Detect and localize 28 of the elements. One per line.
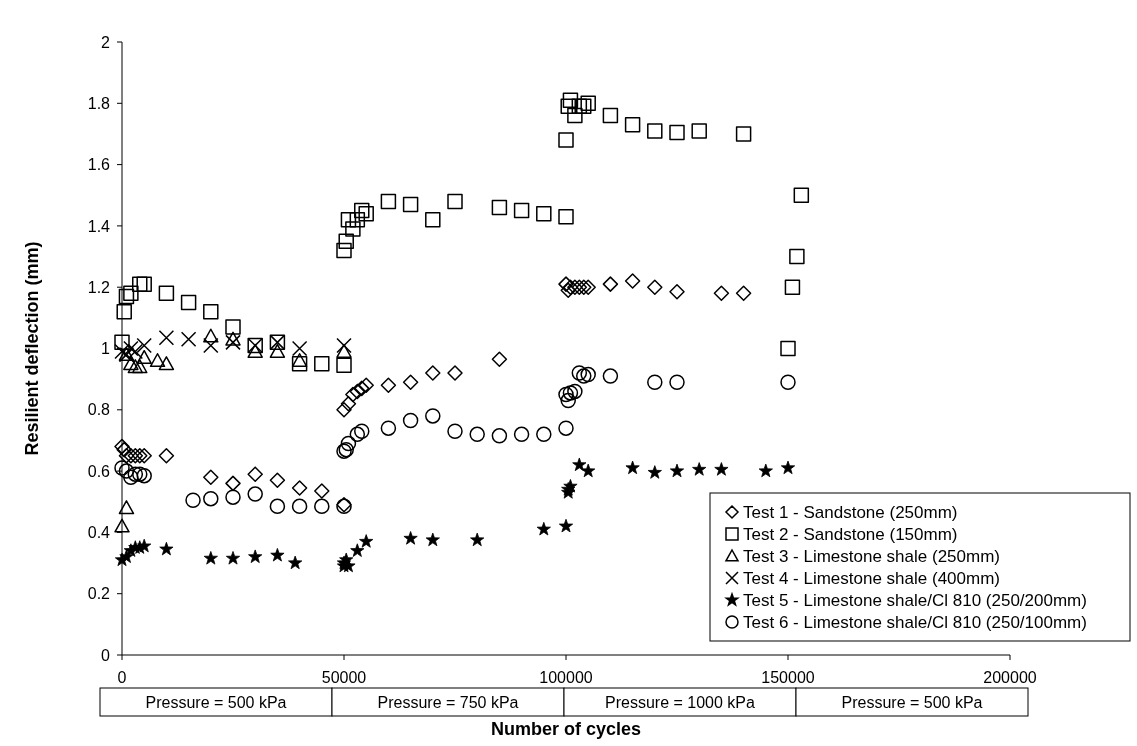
y-tick-label: 2 (101, 33, 111, 51)
y-tick-label: 1 (101, 340, 111, 358)
legend-label: Test 3 - Limestone shale (250mm) (743, 546, 1000, 566)
legend-label: Test 1 - Sandstone (250mm) (743, 502, 958, 522)
x-tick-label: 50000 (321, 669, 367, 686)
x-tick-label: 0 (117, 669, 127, 686)
y-tick-label: 0.4 (87, 524, 111, 541)
legend-label: Test 5 - Limestone shale/Cl 810 (250/200mm) (743, 590, 1087, 610)
x-axis-title: Number of cycles (490, 719, 642, 739)
y-tick-label: 0.2 (87, 585, 111, 603)
y-tick-label: 1.8 (87, 94, 111, 112)
y-tick-label: 0 (101, 646, 111, 664)
y-tick-label: 1.4 (87, 217, 111, 235)
legend-label: Test 6 - Limestone shale/Cl 810 (250/100mm) (743, 612, 1087, 632)
x-tick-label: 100000 (539, 669, 593, 686)
y-tick-label: 1.6 (87, 156, 111, 174)
text: Pressure = 1000 kPa (605, 694, 756, 711)
legend-label: Test 2 - Sandstone (150mm) (743, 524, 958, 544)
y-tick-label: 1.2 (87, 278, 111, 296)
y-tick-label: 0.6 (87, 462, 111, 480)
x-tick-label: 200000 (983, 669, 1037, 686)
x-tick-label: 150000 (761, 669, 815, 686)
text: Pressure = 500 kPa (145, 694, 287, 711)
text: Pressure = 500 kPa (841, 694, 983, 711)
y-tick-label: 0.8 (87, 401, 111, 419)
legend-label: Test 4 - Limestone shale (400mm) (743, 568, 1000, 588)
y-axis-title: Resilient deflection (mm) (22, 241, 42, 456)
text: Pressure = 750 kPa (377, 694, 519, 711)
